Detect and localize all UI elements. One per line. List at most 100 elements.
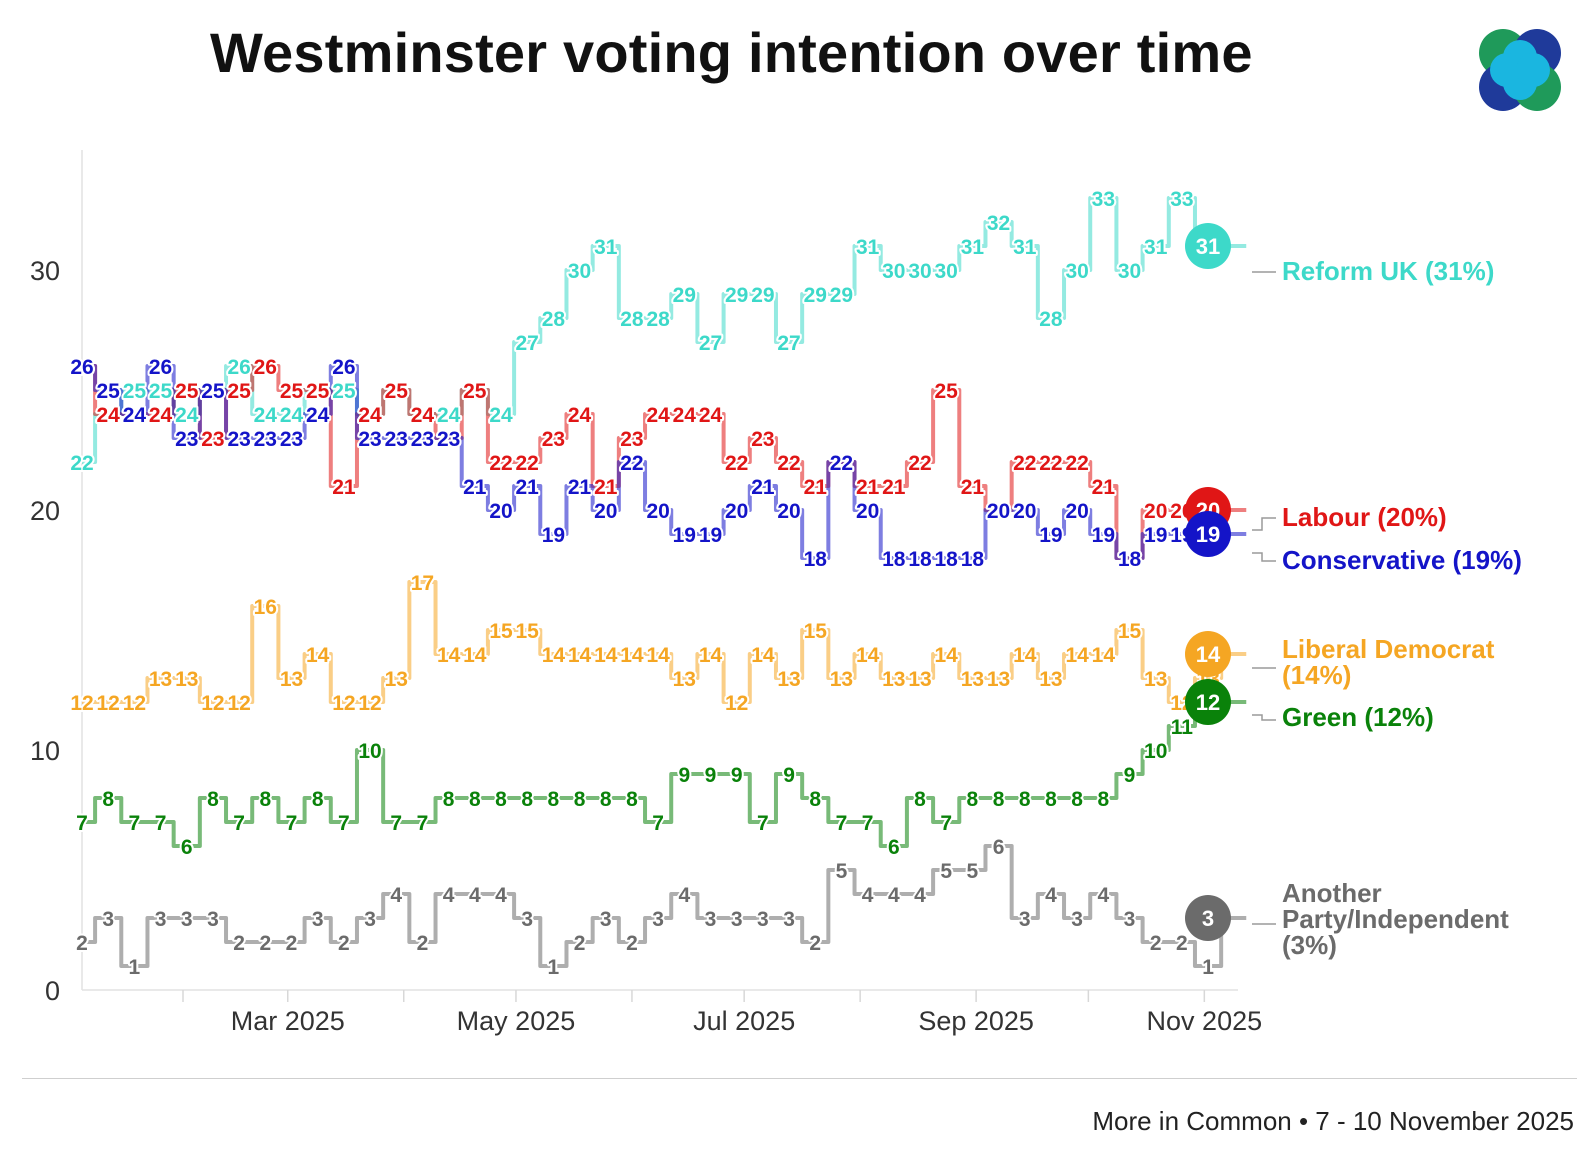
point-label-another-party-independent: 3 bbox=[1124, 908, 1136, 931]
point-label-another-party-independent: 3 bbox=[155, 908, 167, 931]
point-label-reform-uk: 28 bbox=[646, 308, 670, 331]
point-label-green: 8 bbox=[312, 788, 324, 811]
point-label-labour: 22 bbox=[1013, 452, 1036, 475]
point-label-another-party-independent: 2 bbox=[626, 932, 638, 955]
point-label-another-party-independent: 2 bbox=[417, 932, 429, 955]
point-label-liberal-democrat: 15 bbox=[804, 620, 828, 643]
point-label-green: 8 bbox=[914, 788, 926, 811]
point-label-green: 7 bbox=[155, 812, 167, 835]
point-label-labour: 23 bbox=[437, 428, 460, 451]
x-tick-label: Mar 2025 bbox=[231, 1006, 345, 1036]
point-label-green: 7 bbox=[390, 812, 402, 835]
point-label-another-party-independent: 3 bbox=[207, 908, 219, 931]
point-label-liberal-democrat: 17 bbox=[411, 572, 434, 595]
point-label-another-party-independent: 3 bbox=[102, 908, 114, 931]
end-marker-another-party-independent bbox=[1185, 895, 1231, 941]
point-label-liberal-democrat: 13 bbox=[149, 668, 172, 691]
point-label-reform-uk: 24 bbox=[175, 404, 199, 427]
point-label-labour: 20 bbox=[1144, 500, 1167, 523]
point-label-green: 8 bbox=[443, 788, 455, 811]
point-label-conservative: 22 bbox=[830, 452, 853, 475]
point-label-reform-uk: 25 bbox=[463, 380, 487, 403]
point-label-reform-uk: 29 bbox=[804, 284, 827, 307]
point-label-conservative: 21 bbox=[516, 476, 540, 499]
point-label-labour: 24 bbox=[358, 404, 382, 427]
point-label-reform-uk: 25 bbox=[385, 380, 409, 403]
point-label-conservative: 21 bbox=[568, 476, 592, 499]
point-label-labour: 22 bbox=[1065, 452, 1088, 475]
point-label-green: 7 bbox=[862, 812, 874, 835]
point-label-another-party-independent: 2 bbox=[76, 932, 88, 955]
point-label-reform-uk: 26 bbox=[227, 356, 250, 379]
point-label-labour: 22 bbox=[830, 452, 853, 475]
point-label-liberal-democrat: 12 bbox=[201, 692, 224, 715]
point-label-green: 8 bbox=[600, 788, 612, 811]
point-label-liberal-democrat: 13 bbox=[830, 668, 853, 691]
point-label-green: 8 bbox=[259, 788, 271, 811]
point-label-liberal-democrat: 14 bbox=[646, 644, 670, 667]
point-label-another-party-independent: 3 bbox=[521, 908, 533, 931]
series-line-conservative bbox=[82, 364, 1247, 560]
point-label-another-party-independent: 3 bbox=[312, 908, 324, 931]
point-label-liberal-democrat: 14 bbox=[699, 644, 723, 667]
point-label-reform-uk: 25 bbox=[123, 380, 147, 403]
point-label-labour: 20 bbox=[987, 500, 1010, 523]
point-label-reform-uk: 29 bbox=[725, 284, 748, 307]
more-in-common-logo-icon bbox=[1479, 29, 1561, 111]
point-label-conservative: 23 bbox=[175, 428, 198, 451]
end-value-conservative: 19 bbox=[1196, 522, 1220, 547]
point-label-another-party-independent: 5 bbox=[940, 860, 952, 883]
point-label-conservative: 20 bbox=[777, 500, 800, 523]
point-label-conservative: 20 bbox=[987, 500, 1010, 523]
point-label-reform-uk: 28 bbox=[1039, 308, 1063, 331]
point-label-labour: 21 bbox=[594, 476, 618, 499]
point-label-reform-uk: 29 bbox=[673, 284, 696, 307]
y-tick-label: 20 bbox=[30, 496, 60, 526]
legend-other-line2: Party/Independent bbox=[1282, 904, 1509, 934]
point-label-reform-uk: 24 bbox=[437, 404, 461, 427]
point-label-green: 8 bbox=[1045, 788, 1057, 811]
x-tick-label: Jul 2025 bbox=[693, 1006, 795, 1036]
point-label-another-party-independent: 3 bbox=[181, 908, 193, 931]
point-label-liberal-democrat: 14 bbox=[306, 644, 330, 667]
point-label-labour: 26 bbox=[70, 356, 93, 379]
point-label-liberal-democrat: 14 bbox=[1013, 644, 1037, 667]
series-line-another-party-independent bbox=[82, 844, 1247, 968]
point-label-liberal-democrat: 14 bbox=[542, 644, 566, 667]
point-label-reform-uk: 28 bbox=[620, 308, 644, 331]
point-label-another-party-independent: 2 bbox=[338, 932, 350, 955]
point-label-green: 8 bbox=[521, 788, 533, 811]
point-label-conservative: 25 bbox=[97, 380, 121, 403]
point-label-liberal-democrat: 13 bbox=[280, 668, 303, 691]
point-label-liberal-democrat: 12 bbox=[97, 692, 120, 715]
point-label-conservative: 26 bbox=[149, 356, 172, 379]
point-label-reform-uk: 30 bbox=[908, 260, 931, 283]
point-label-reform-uk: 25 bbox=[306, 380, 330, 403]
legend-connector-green bbox=[1252, 714, 1276, 721]
point-label-labour: 21 bbox=[804, 476, 828, 499]
point-label-liberal-democrat: 13 bbox=[385, 668, 408, 691]
point-label-labour: 21 bbox=[1092, 476, 1116, 499]
point-label-labour: 24 bbox=[149, 404, 173, 427]
point-label-liberal-democrat: 14 bbox=[568, 644, 592, 667]
point-label-green: 9 bbox=[1124, 764, 1136, 787]
end-marker-reform-uk bbox=[1185, 223, 1231, 269]
point-label-labour: 21 bbox=[856, 476, 880, 499]
point-label-another-party-independent: 1 bbox=[129, 956, 141, 979]
end-marker-conservative bbox=[1185, 511, 1231, 557]
point-label-reform-uk: 33 bbox=[1092, 188, 1115, 211]
point-label-labour: 22 bbox=[908, 452, 931, 475]
logo-center-d bbox=[1516, 53, 1550, 87]
x-tick-label: Sep 2025 bbox=[918, 1006, 1034, 1036]
footer-divider bbox=[22, 1078, 1577, 1079]
point-label-conservative: 24 bbox=[123, 404, 147, 427]
point-label-another-party-independent: 4 bbox=[1045, 884, 1057, 907]
point-label-conservative: 21 bbox=[751, 476, 775, 499]
point-label-another-party-independent: 4 bbox=[443, 884, 455, 907]
point-label-conservative: 22 bbox=[620, 452, 643, 475]
point-label-labour: 21 bbox=[332, 476, 356, 499]
point-label-conservative: 19 bbox=[1039, 524, 1062, 547]
point-label-liberal-democrat: 12 bbox=[358, 692, 381, 715]
